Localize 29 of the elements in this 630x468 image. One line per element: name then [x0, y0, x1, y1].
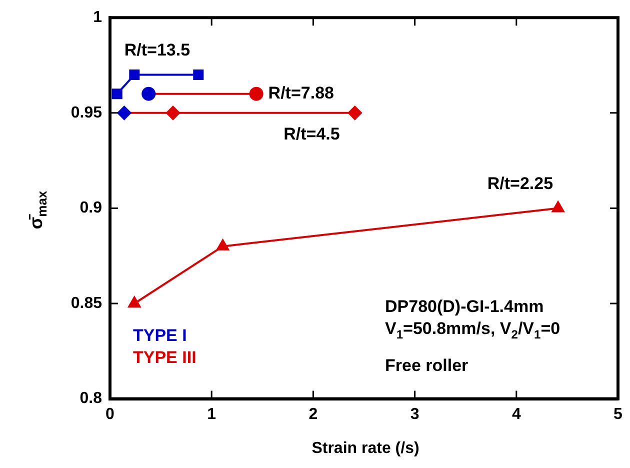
y-tick-label: 0.95 — [70, 104, 102, 122]
series-label: R/t=7.88 — [268, 84, 334, 103]
x-tick-label: 0 — [106, 406, 115, 423]
y-tick-label: 1 — [93, 9, 102, 26]
point — [552, 201, 564, 212]
annotation: TYPE I — [133, 325, 187, 346]
x-tick-label: 3 — [410, 406, 420, 423]
annotation: Free roller — [385, 355, 468, 376]
annotation: TYPE III — [133, 347, 196, 368]
series-label: R/t=2.25 — [487, 174, 554, 193]
x-tick-label: 2 — [308, 406, 318, 423]
point — [348, 106, 362, 120]
point — [112, 88, 122, 100]
x-tick-label: 5 — [614, 406, 623, 423]
series-label: R/t=4.5 — [284, 124, 340, 144]
point — [216, 239, 229, 250]
annotation: DP780(D)-GI-1.4mm — [385, 296, 544, 317]
y-tick-label: 0.85 — [70, 294, 102, 312]
x-tick-label: 4 — [512, 406, 521, 423]
series-label: R/t=13.5 — [124, 40, 190, 60]
y-tick-label: 0.8 — [80, 390, 102, 408]
point — [193, 70, 204, 80]
point — [128, 296, 141, 308]
x-tick-label: 1 — [207, 406, 216, 423]
annotation: V$_{1}$=50.8mm/s, V$_{2}$/V$_{1}$=0 — [385, 318, 560, 344]
x-axis-title: Strain rate (/s) — [310, 440, 420, 458]
point — [129, 70, 140, 80]
point — [166, 106, 180, 120]
y-tick-label: 0.9 — [80, 200, 102, 217]
